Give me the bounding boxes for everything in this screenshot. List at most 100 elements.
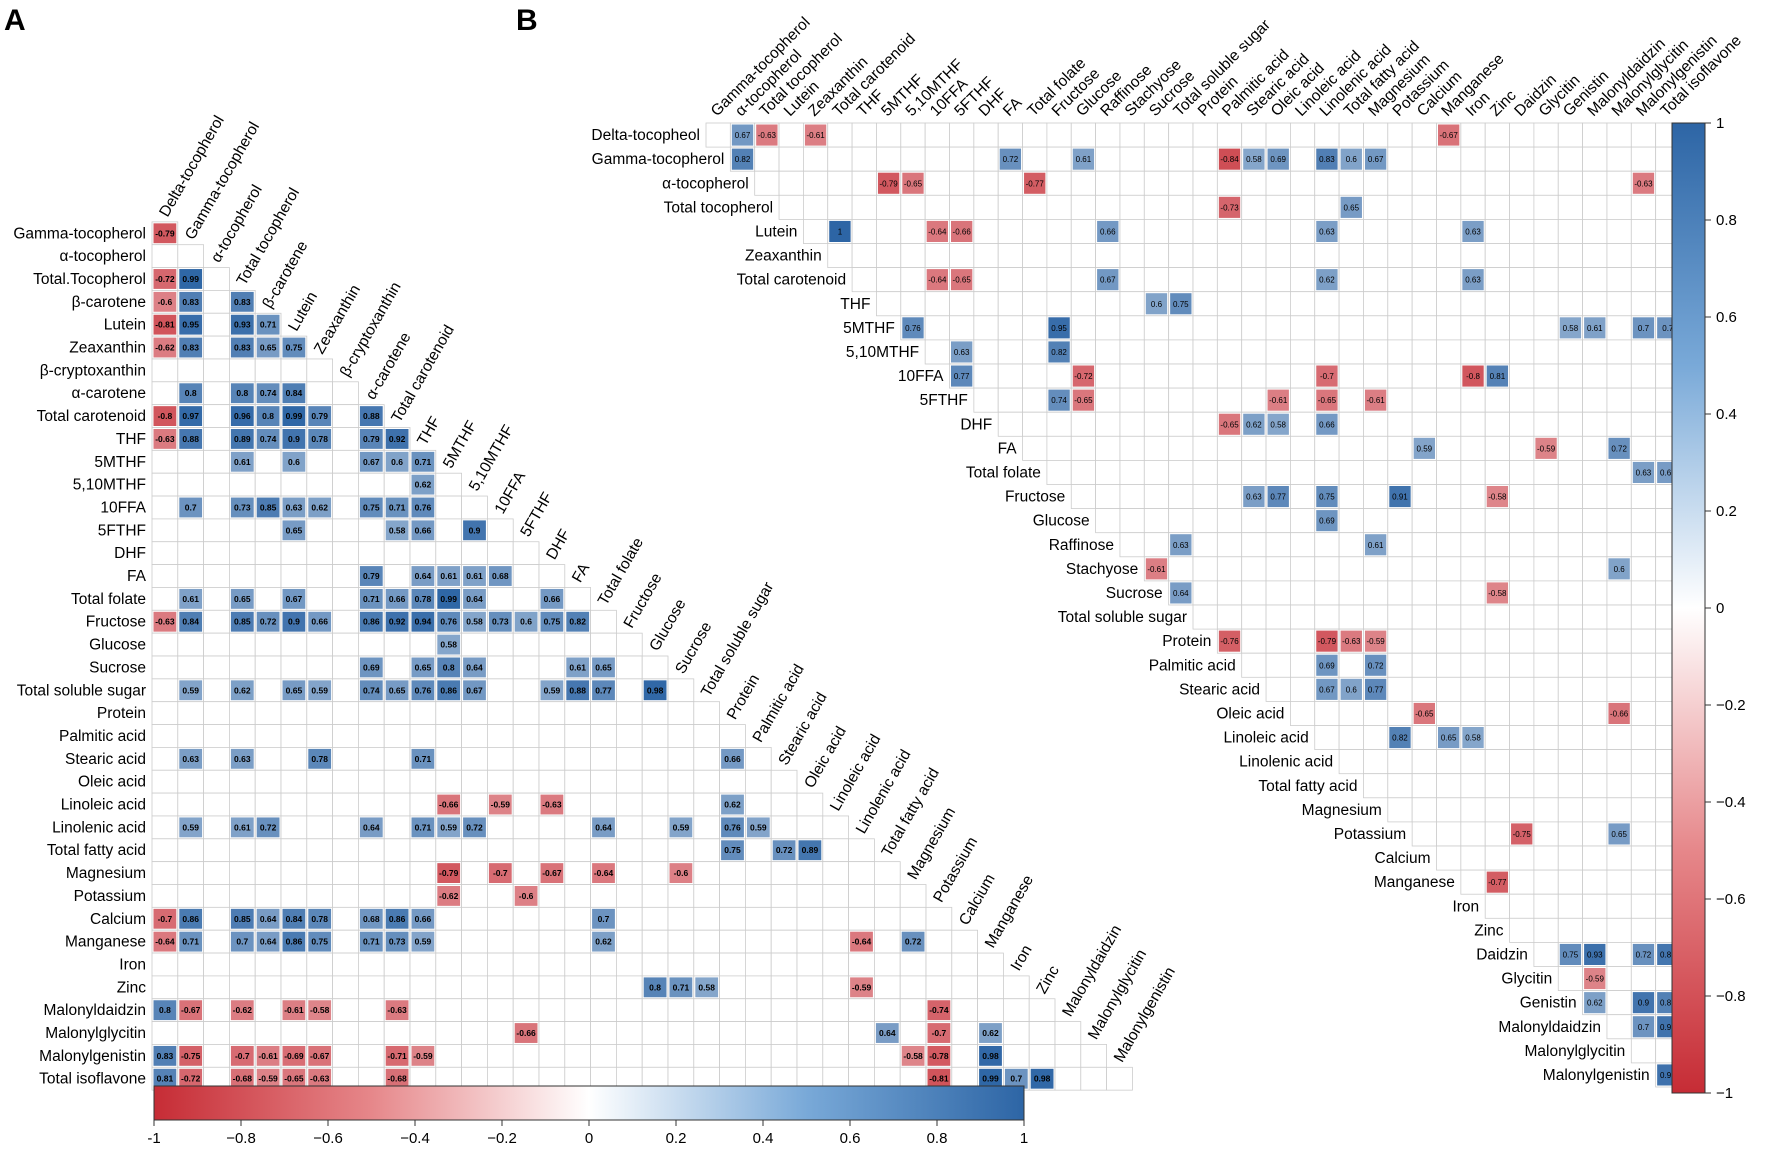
panel-a-grid-cell [486, 518, 514, 543]
panel-b-grid-cell [1411, 821, 1437, 847]
panel-a-cell [592, 817, 615, 838]
panel-b-grid-cell [1460, 821, 1486, 847]
panel-a-grid-cell [486, 678, 514, 703]
panel-b-cell [1316, 486, 1338, 508]
panel-a-cell [282, 451, 306, 472]
panel-b-cell [829, 220, 851, 242]
panel-b-grid-cell [1436, 556, 1462, 582]
panel-a-cell [359, 611, 383, 632]
panel-b-grid-cell [1606, 243, 1632, 269]
panel-a-grid-cell [332, 404, 359, 428]
panel-b-grid-cell [1484, 701, 1510, 726]
panel-b-grid-cell [851, 122, 877, 148]
panel-a-grid-cell [332, 495, 359, 520]
panel-b-grid-cell [1363, 580, 1389, 606]
panel-a-grid-cell [203, 358, 230, 383]
panel-b-grid-cell [1484, 797, 1510, 823]
panel-a-col-label: Glucose [646, 596, 689, 654]
panel-b-grid-cell [1630, 797, 1657, 823]
panel-a-cell [437, 634, 461, 655]
panel-b-grid-cell [1192, 363, 1218, 389]
panel-a-cell [153, 908, 177, 929]
panel-a-grid-cell [203, 769, 230, 794]
panel-b-grid-cell [1265, 676, 1291, 702]
panel-b-grid-cell [1557, 628, 1584, 654]
panel-b-grid-cell [1436, 652, 1462, 678]
panel-b-grid-cell [1046, 146, 1072, 172]
panel-b-grid-cell [1582, 676, 1608, 702]
panel-b-grid-cell [1411, 628, 1437, 654]
panel-a-grid-cell [899, 975, 927, 1000]
panel-b-cell [1316, 220, 1338, 242]
panel-a-grid-cell [203, 1044, 230, 1068]
panel-a-grid-cell [796, 792, 824, 817]
panel-b-grid-cell [1387, 580, 1413, 606]
panel-a-grid-cell [228, 564, 256, 588]
panel-a-cell-value: 0.66 [724, 754, 741, 764]
panel-b-grid-cell [1241, 122, 1267, 148]
panel-a-grid-cell [332, 381, 359, 406]
panel-a-grid-cell [693, 815, 720, 840]
panel-a-grid-cell [641, 724, 669, 748]
panel-b-grid-cell [876, 218, 902, 244]
panel-a-grid-cell [461, 701, 488, 725]
panel-b-grid-cell [1533, 942, 1559, 967]
panel-b-grid-cell [1290, 218, 1316, 244]
panel-a-cell-value: 0.73 [234, 502, 251, 512]
panel-b-grid-cell [1411, 243, 1437, 269]
colorbar-b-tick-label: −0.4 [1716, 794, 1746, 811]
panel-a-grid-cell [822, 952, 849, 977]
panel-b-grid-cell [1119, 363, 1145, 389]
panel-a-grid-cell [254, 472, 282, 497]
panel-a-cell-value: -0.63 [387, 1005, 407, 1015]
panel-a-cell-value: 0.79 [363, 571, 380, 581]
panel-b-grid-cell [1070, 170, 1097, 196]
panel-a-row-label: Total soluble sugar [17, 682, 146, 699]
panel-a-grid-cell [383, 952, 411, 977]
panel-b-grid-cell [1168, 122, 1194, 148]
panel-a-cell [179, 291, 203, 312]
panel-a-col-label: 5MTHF [440, 418, 481, 471]
panel-b-cell [1316, 365, 1338, 387]
panel-a-cell [488, 611, 512, 632]
panel-a-grid-cell [745, 998, 772, 1023]
panel-a-cell [282, 383, 306, 404]
panel-a-cell-value: -0.61 [284, 1005, 304, 1015]
panel-b-grid-cell [1436, 243, 1462, 269]
panel-a-cell [256, 817, 280, 838]
panel-a-cell [179, 1045, 203, 1066]
panel-a-grid-cell [177, 632, 205, 657]
panel-b-grid-cell [1265, 170, 1291, 196]
panel-a-cell-value: 0.59 [415, 937, 432, 947]
panel-b-grid-cell [1022, 218, 1048, 244]
panel-a-grid-cell [667, 747, 695, 771]
panel-b-grid-cell [1363, 556, 1389, 582]
panel-a-grid-cell [254, 655, 282, 680]
panel-a-grid-cell [177, 838, 205, 863]
panel-a-row-label: Total fatty acid [47, 842, 146, 859]
panel-a-grid-cell [899, 952, 927, 977]
panel-a-cell-value: -0.63 [542, 800, 562, 810]
panel-a-grid-cell [177, 769, 205, 794]
panel-b-grid-cell [1509, 773, 1535, 799]
panel-b-grid-cell [1338, 218, 1364, 244]
panel-a-grid-cell [564, 861, 591, 885]
panel-a-cell-value: 0.94 [415, 617, 432, 627]
panel-a-grid-cell [435, 1021, 462, 1045]
panel-a-grid-cell [203, 564, 230, 588]
panel-a-cell-value: 0.75 [286, 343, 303, 353]
panel-b-grid-cell [1484, 243, 1510, 269]
panel-a-cell-value: 0.68 [492, 571, 509, 581]
panel-b-grid-cell [1119, 484, 1145, 510]
panel-a-grid-cell [745, 861, 772, 885]
panel-b-grid-cell [1290, 387, 1316, 413]
panel-b-grid-cell [1338, 170, 1364, 196]
panel-a-cell-value: -0.64 [594, 868, 614, 878]
panel-a-cell-value: 0.92 [389, 617, 406, 627]
panel-b-cell [1267, 389, 1289, 411]
panel-a-grid-cell [564, 1044, 591, 1068]
panel-b-cell [1340, 678, 1362, 700]
panel-b-grid-cell [1606, 508, 1632, 534]
panel-b-grid-cell [1216, 170, 1243, 196]
panel-b-grid-cell [1338, 556, 1364, 582]
